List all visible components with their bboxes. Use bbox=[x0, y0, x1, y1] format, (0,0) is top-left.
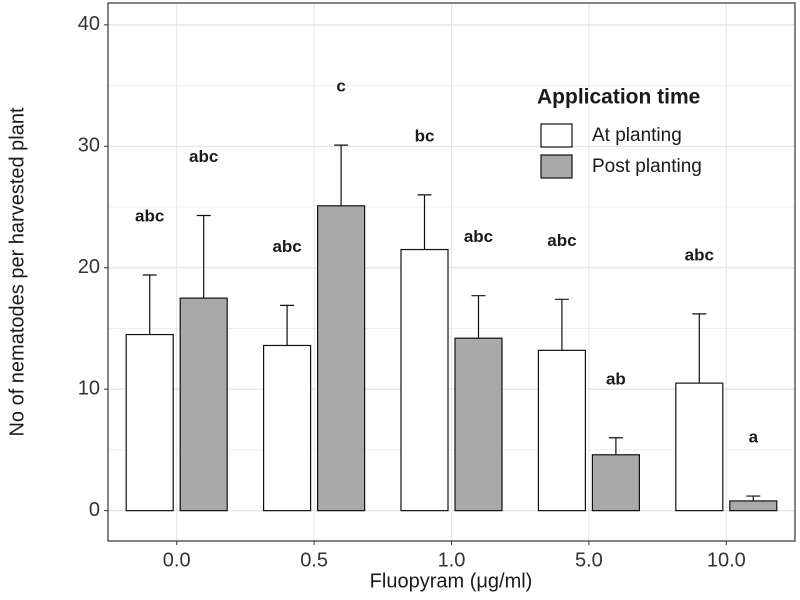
significance-letter: a bbox=[749, 428, 759, 447]
x-axis-title: Fluopyram (μg/ml) bbox=[370, 570, 533, 592]
x-tick-label: 10.0 bbox=[707, 549, 746, 571]
x-tick-label: 5.0 bbox=[575, 549, 603, 571]
significance-letter: abc bbox=[189, 147, 218, 166]
bar bbox=[675, 382, 724, 512]
y-tick-label: 10 bbox=[78, 377, 100, 399]
error-bar bbox=[196, 214, 211, 299]
bar bbox=[263, 344, 312, 512]
x-tick-label: 0.0 bbox=[163, 549, 191, 571]
panel-border bbox=[107, 2, 796, 542]
legend-swatch bbox=[540, 123, 573, 148]
y-tick-label: 0 bbox=[89, 499, 100, 521]
error-bar bbox=[142, 274, 157, 335]
bar bbox=[729, 500, 778, 512]
bar bbox=[125, 333, 174, 512]
significance-letter: c bbox=[336, 77, 345, 96]
error-bar bbox=[608, 437, 623, 455]
error-bar bbox=[746, 495, 761, 501]
significance-letter: ab bbox=[606, 369, 626, 388]
y-axis-title: No of nematodes per harvested plant bbox=[6, 107, 28, 437]
error-bar bbox=[471, 295, 486, 339]
bar bbox=[591, 454, 641, 512]
significance-letter: bc bbox=[415, 126, 435, 145]
significance-letter: abc bbox=[135, 207, 164, 226]
error-bar bbox=[334, 144, 349, 206]
error-bar bbox=[692, 313, 707, 384]
y-tick-label: 20 bbox=[78, 256, 100, 278]
significance-letter: abc bbox=[685, 245, 714, 264]
significance-letter: abc bbox=[464, 227, 493, 246]
error-bar bbox=[417, 194, 432, 250]
bar bbox=[454, 337, 503, 512]
bar bbox=[317, 205, 366, 512]
bar bbox=[179, 297, 228, 512]
x-tick-label: 0.5 bbox=[300, 549, 328, 571]
x-tick-label: 1.0 bbox=[438, 549, 466, 571]
legend-swatch bbox=[540, 154, 573, 179]
significance-letter: abc bbox=[272, 237, 301, 256]
legend-label: At planting bbox=[592, 125, 682, 146]
y-tick-label: 40 bbox=[78, 13, 100, 35]
error-bar bbox=[554, 298, 569, 351]
bar bbox=[537, 349, 587, 512]
legend-label: Post planting bbox=[592, 156, 702, 177]
legend-title: Application time bbox=[537, 86, 700, 109]
error-bar bbox=[280, 304, 295, 346]
y-tick-label: 30 bbox=[78, 135, 100, 157]
bar bbox=[400, 248, 449, 512]
significance-letter: abc bbox=[547, 231, 576, 250]
